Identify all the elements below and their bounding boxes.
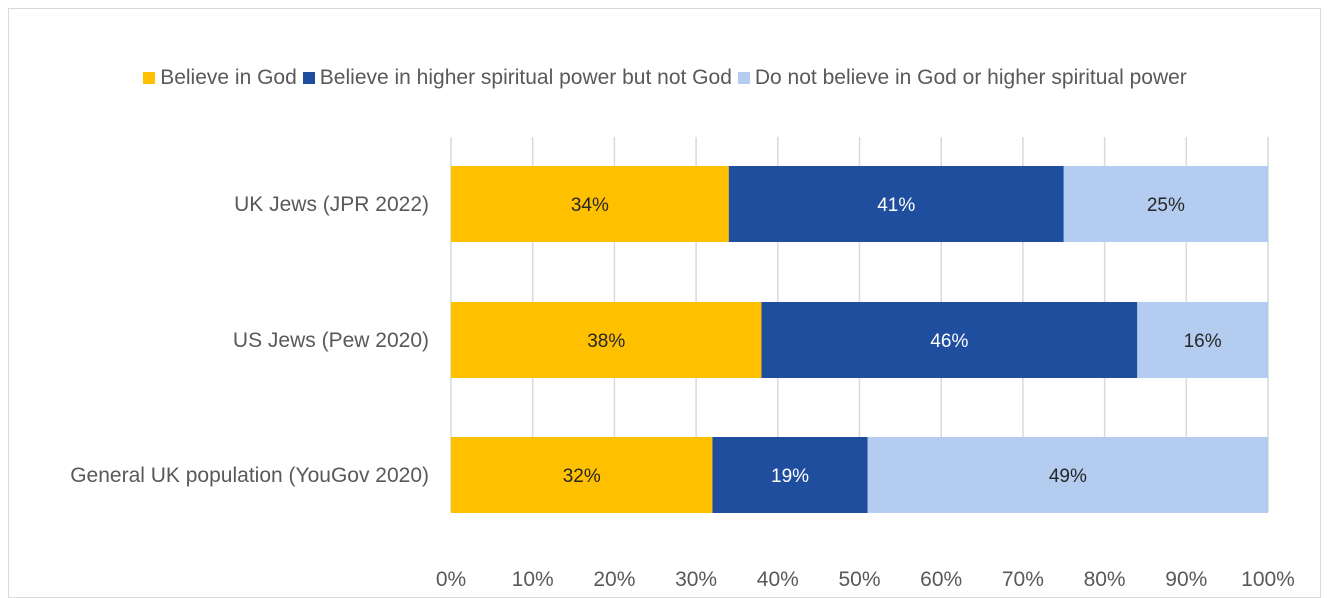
x-tick-label: 70% [1002, 568, 1044, 591]
legend-label: Believe in God [160, 66, 297, 89]
x-tick-label: 20% [593, 568, 635, 591]
bar-segment [451, 166, 729, 242]
x-tick-label: 40% [757, 568, 799, 591]
data-label: 19% [771, 466, 809, 487]
data-label: 32% [563, 466, 601, 487]
legend-swatch [737, 72, 750, 84]
x-tick-label: 60% [920, 568, 962, 591]
bar-segment [712, 437, 868, 513]
legend-item-higher-power: Believe in higher spiritual power but no… [302, 66, 732, 90]
bar-segment [451, 302, 762, 378]
bar-segment [867, 437, 1268, 513]
x-tick-label: 30% [675, 568, 717, 591]
x-tick-label: 10% [512, 568, 554, 591]
data-label: 38% [587, 331, 625, 352]
x-tick-label: 80% [1084, 568, 1126, 591]
x-tick-label: 100% [1241, 568, 1295, 591]
legend-label: Believe in higher spiritual power but no… [319, 66, 732, 89]
legend-swatch [302, 72, 315, 84]
data-label: 34% [571, 195, 609, 216]
data-label: 46% [930, 331, 968, 352]
x-tick-label: 50% [838, 568, 880, 591]
category-label: UK Jews (JPR 2022) [234, 193, 429, 216]
bar-segment [1063, 166, 1268, 242]
data-label: 41% [877, 195, 915, 216]
legend-swatch [143, 72, 156, 84]
category-label: US Jews (Pew 2020) [233, 329, 429, 352]
x-tick-label: 90% [1165, 568, 1207, 591]
data-label: 49% [1049, 466, 1087, 487]
legend-label: Do not believe in God or higher spiritua… [754, 66, 1187, 89]
x-tick-label: 0% [436, 568, 466, 591]
data-label: 25% [1147, 195, 1185, 216]
bar-segment [451, 437, 713, 513]
bar-segment [1137, 302, 1268, 378]
bar-segment [761, 302, 1138, 378]
legend: Believe in God Believe in higher spiritu… [0, 66, 1330, 90]
category-label: General UK population (YouGov 2020) [70, 464, 429, 487]
data-label: 16% [1184, 331, 1222, 352]
legend-item-not-believe: Do not believe in God or higher spiritua… [737, 66, 1187, 90]
bar-segment [728, 166, 1064, 242]
legend-item-believe-in-god: Believe in God [143, 66, 297, 90]
